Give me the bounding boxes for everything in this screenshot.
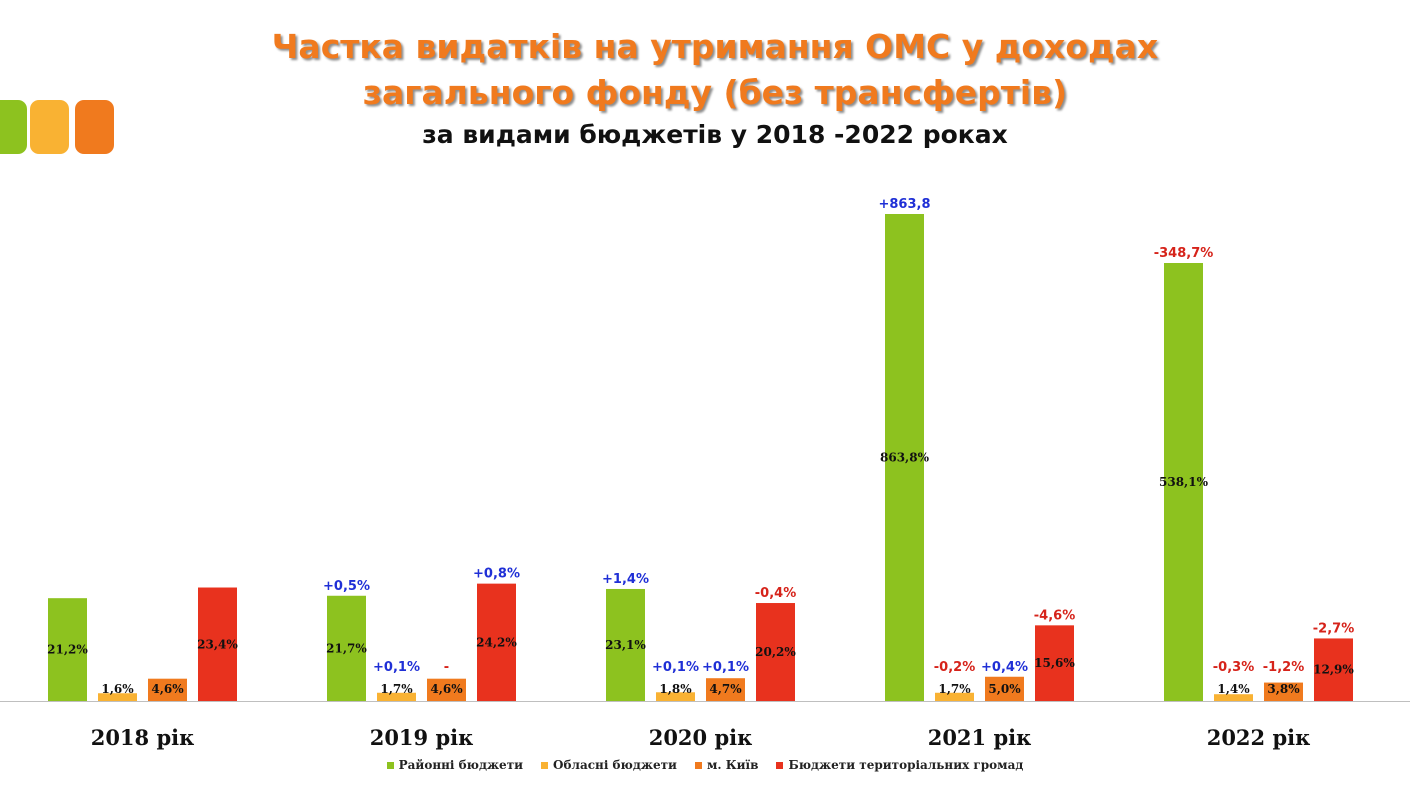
change-label: -0,2% xyxy=(934,660,975,675)
decor-square-orange xyxy=(75,100,114,154)
bar-3-3 xyxy=(706,678,745,701)
chart-title-line-1: Частка видатків на утримання ОМС у доход… xyxy=(271,27,1159,66)
decor-square-green xyxy=(0,100,27,154)
category-label: 2022 рік xyxy=(1207,725,1311,750)
data-label: 4,6% xyxy=(151,682,184,696)
bar-3-5 xyxy=(1264,682,1303,701)
change-label: +1,4% xyxy=(602,572,649,587)
bar-1-1 xyxy=(48,598,87,701)
bar-3-1 xyxy=(148,678,187,701)
data-label: 23,1% xyxy=(605,638,646,652)
change-label: - xyxy=(444,660,449,675)
data-label: 4,6% xyxy=(430,682,463,696)
data-label: 5,0% xyxy=(988,682,1021,696)
change-label: +0,1% xyxy=(373,660,420,675)
data-label: 12,9% xyxy=(1313,663,1354,677)
bar-2-3 xyxy=(656,692,695,701)
data-label: 23,4% xyxy=(197,637,238,651)
bar-1-5 xyxy=(1164,263,1203,701)
data-label: 538,1% xyxy=(1159,475,1209,489)
data-label: 24,2% xyxy=(476,635,517,649)
bar-1-2 xyxy=(327,595,366,701)
bar-4-2 xyxy=(477,583,516,701)
bar-2-5 xyxy=(1214,694,1253,701)
change-label: -1,2% xyxy=(1263,660,1304,675)
chart-subtitle: за видами бюджетів у 2018 -2022 роках xyxy=(422,120,1008,149)
chart-title-block: Частка видатків на утримання ОМС у доход… xyxy=(0,24,1410,154)
legend-swatch xyxy=(776,761,784,769)
data-label: 1,7% xyxy=(938,682,971,696)
data-label: 1,8% xyxy=(659,682,692,696)
change-label: +0,5% xyxy=(323,579,370,594)
change-label: -348,7% xyxy=(1154,246,1214,261)
decor-square-yellow xyxy=(30,100,69,154)
bar-4-5 xyxy=(1314,638,1353,701)
change-label: -2,7% xyxy=(1313,621,1354,636)
change-label: +863,8 xyxy=(878,197,930,212)
bar-3-2 xyxy=(427,678,466,701)
data-label: 20,2% xyxy=(755,645,796,659)
legend-swatch xyxy=(541,761,549,769)
chart-legend: Районні бюджети Обласні бюджети м. Київ Бюд… xyxy=(0,758,1410,772)
data-label: 21,7% xyxy=(326,641,367,655)
change-label: +0,4% xyxy=(981,660,1028,675)
data-label: 4,7% xyxy=(709,682,742,696)
change-label: +0,8% xyxy=(473,567,520,582)
change-label: +0,1% xyxy=(652,660,699,675)
legend-label: Бюджети територіальних громад xyxy=(788,758,1024,772)
legend-label: Обласні бюджети xyxy=(553,758,677,772)
legend-item-1: Районні бюджети xyxy=(386,758,524,772)
chart-title-line-2: загального фонду (без трансфертів) xyxy=(362,73,1068,112)
legend-label: Районні бюджети xyxy=(398,758,524,772)
bar-4-1 xyxy=(198,587,237,701)
category-label: 2020 рік xyxy=(649,725,753,750)
category-label: 2021 рік xyxy=(928,725,1032,750)
bar-3-4 xyxy=(985,676,1024,701)
change-label: -4,6% xyxy=(1034,608,1075,623)
bar-2-2 xyxy=(377,692,416,701)
data-label: 863,8% xyxy=(880,451,930,465)
bar-4-3 xyxy=(756,603,795,701)
data-label: 3,8% xyxy=(1267,682,1300,696)
bar-2-1 xyxy=(98,693,137,701)
legend-item-4: Бюджети територіальних громад xyxy=(776,758,1023,772)
data-label: 15,6% xyxy=(1034,656,1075,670)
bar-1-3 xyxy=(606,588,645,701)
legend-label: м. Київ xyxy=(706,758,759,772)
legend-item-3: м. Київ xyxy=(694,758,759,772)
change-label: +0,1% xyxy=(702,660,749,675)
data-label: 1,7% xyxy=(380,682,413,696)
bar-2-4 xyxy=(935,692,974,701)
category-label: 2019 рік xyxy=(370,725,474,750)
bar-1-4 xyxy=(885,214,924,701)
data-label: 1,6% xyxy=(101,682,134,696)
category-label: 2018 рік xyxy=(91,725,195,750)
bar-4-4 xyxy=(1035,625,1074,701)
change-label: -0,3% xyxy=(1213,660,1254,675)
legend-item-2: Обласні бюджети xyxy=(541,758,677,772)
change-label: -0,4% xyxy=(755,586,796,601)
data-label: 1,4% xyxy=(1217,682,1250,696)
data-label: 21,2% xyxy=(47,643,88,657)
legend-swatch xyxy=(694,761,702,769)
legend-swatch xyxy=(386,761,394,769)
